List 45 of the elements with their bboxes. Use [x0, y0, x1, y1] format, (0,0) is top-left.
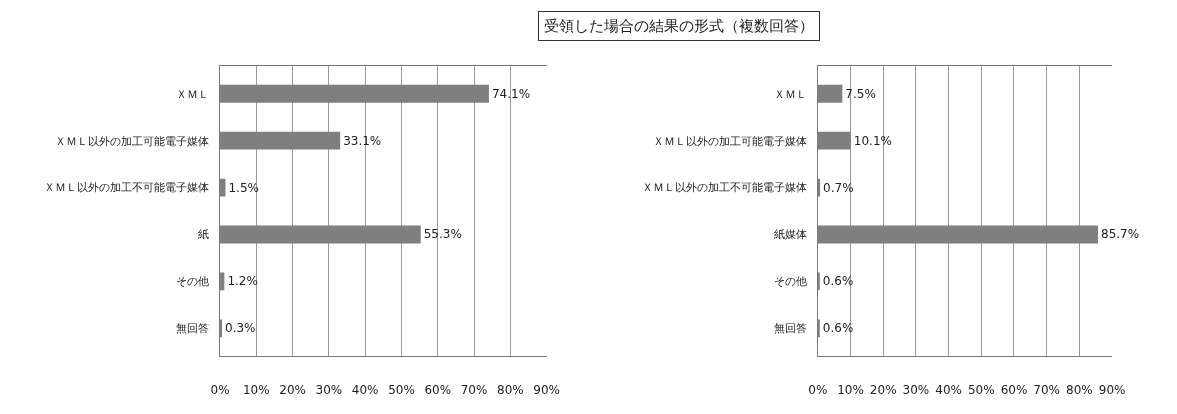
x-tick-label: 90%	[533, 382, 560, 397]
y-tick-label: ＸＭＬ以外の加工不可能電子媒体	[43, 181, 209, 195]
x-tick-label: 30%	[315, 382, 343, 397]
data-label: 55.3%	[423, 227, 462, 242]
x-tick-label: 70%	[460, 382, 488, 397]
x-tick-label: 20%	[869, 382, 897, 397]
y-tick-label: ＸＭＬ	[773, 87, 807, 101]
x-tick-label: 10%	[837, 382, 864, 397]
data-label: 1.2%	[227, 274, 258, 289]
x-tick-label: 60%	[424, 382, 452, 397]
x-tick-label: 80%	[1066, 382, 1093, 397]
data-label: 85.7%	[1101, 227, 1140, 242]
data-label: 7.5%	[845, 86, 876, 101]
data-label: 1.5%	[228, 180, 259, 195]
data-label: 74.1%	[491, 86, 531, 101]
y-tick-label: 無回答	[175, 322, 209, 336]
y-tick-label: ＸＭＬ以外の加工可能電子媒体	[54, 134, 209, 148]
x-tick-label: 70%	[1033, 382, 1061, 397]
x-tick-label: 0%	[808, 382, 828, 397]
x-tick-label: 30%	[902, 382, 930, 397]
x-tick-label: 50%	[388, 382, 415, 397]
x-tick-label: 0%	[210, 382, 230, 397]
x-tick-label: 60%	[1000, 382, 1028, 397]
x-tick-label: 80%	[496, 382, 524, 397]
data-label: 0.6%	[822, 274, 854, 289]
y-tick-label: ＸＭＬ以外の加工不可能電子媒体	[641, 181, 807, 195]
data-label: 33.1%	[343, 133, 382, 148]
y-tick-label: ＸＭＬ	[175, 87, 209, 101]
x-tick-label: 10%	[242, 382, 270, 397]
y-tick-label: その他	[773, 275, 807, 289]
data-label: 0.7%	[823, 180, 854, 195]
x-tick-label: 40%	[351, 382, 379, 397]
x-tick-label: 50%	[967, 382, 995, 397]
data-label: 10.1%	[853, 133, 892, 148]
y-tick-label: ＸＭＬ以外の加工可能電子媒体	[652, 134, 807, 148]
y-tick-label: その他	[175, 275, 209, 289]
x-tick-label: 40%	[935, 382, 962, 397]
y-tick-label: 紙	[197, 228, 209, 242]
x-tick-label: 90%	[1098, 382, 1126, 397]
data-label: 0.3%	[225, 321, 256, 336]
x-tick-label: 20%	[279, 382, 306, 397]
y-tick-label: 無回答	[773, 322, 807, 336]
y-tick-label: 紙媒体	[773, 228, 807, 242]
data-label: 0.6%	[822, 321, 854, 336]
text: 受領した場合の結果の形式（複数回答）	[544, 17, 814, 35]
